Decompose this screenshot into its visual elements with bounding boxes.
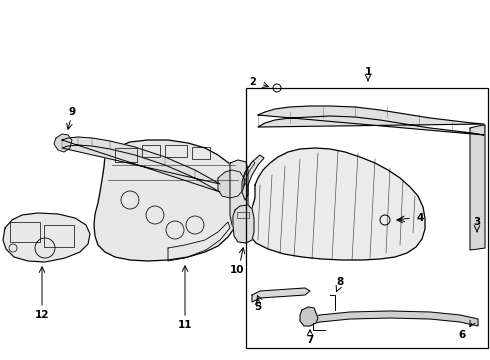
Text: 3: 3 (473, 217, 481, 227)
Polygon shape (470, 125, 485, 250)
Polygon shape (242, 155, 264, 200)
Bar (165, 145, 187, 157)
Polygon shape (252, 288, 310, 302)
Bar (44, 225, 74, 247)
Text: 7: 7 (306, 335, 314, 345)
Polygon shape (305, 311, 478, 326)
Polygon shape (248, 148, 425, 260)
Text: 11: 11 (178, 320, 192, 330)
Text: 4: 4 (416, 213, 424, 223)
Polygon shape (233, 205, 254, 243)
Text: 2: 2 (249, 77, 256, 87)
Polygon shape (54, 134, 72, 152)
Bar (246, 88, 488, 348)
Text: 1: 1 (365, 67, 371, 77)
Text: 10: 10 (230, 265, 244, 275)
Text: 6: 6 (458, 330, 466, 340)
Polygon shape (230, 160, 248, 228)
Polygon shape (3, 213, 90, 262)
Bar (142, 145, 160, 157)
Polygon shape (94, 140, 242, 261)
Text: 8: 8 (336, 277, 343, 287)
Polygon shape (62, 137, 220, 192)
Text: 9: 9 (69, 107, 75, 117)
Polygon shape (258, 106, 484, 135)
Bar (237, 212, 249, 218)
Bar (10, 222, 40, 242)
Text: 5: 5 (254, 302, 262, 312)
Polygon shape (218, 170, 245, 198)
Bar (192, 147, 210, 159)
Bar (115, 148, 137, 162)
Polygon shape (300, 307, 318, 326)
Text: 12: 12 (35, 310, 49, 320)
